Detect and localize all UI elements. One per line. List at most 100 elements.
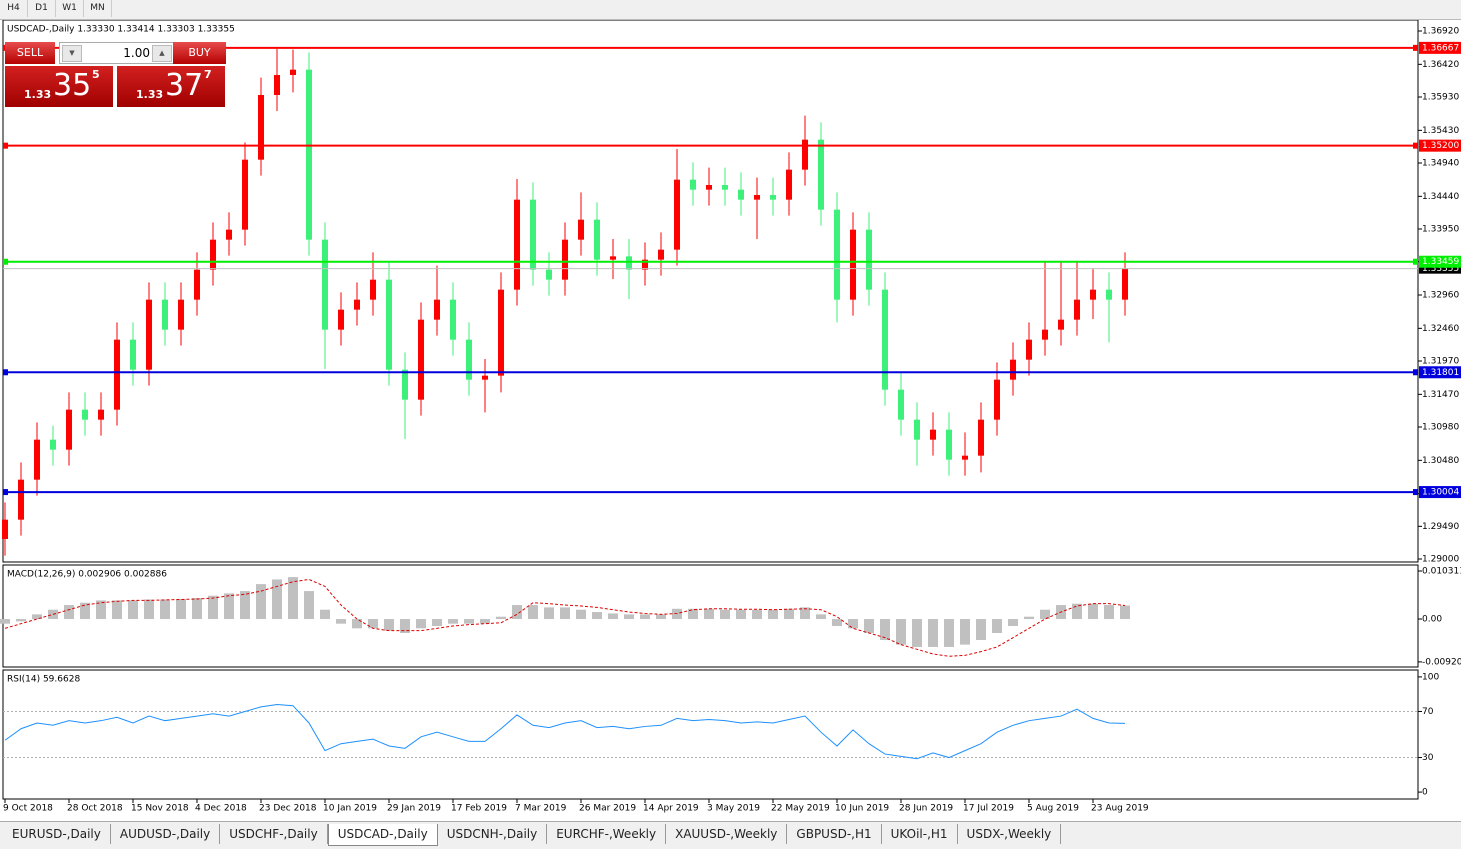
candle-body [34,439,40,480]
timeframe-button[interactable]: MN [84,0,112,17]
x-tick-label: 7 Mar 2019 [515,804,567,814]
y-tick-label: 1.29000 [1422,555,1459,565]
candle-body [82,409,88,420]
candle-body [130,339,136,370]
lot-up[interactable]: ▲ [152,45,172,62]
macd-bar [720,609,730,620]
x-tick-label: 17 Jul 2019 [963,804,1014,814]
macd-bar [832,619,842,627]
symbol-tab[interactable]: XAUUSD-,Weekly [666,824,788,844]
candle-body [690,179,696,190]
symbol-tab[interactable]: UKOil-,H1 [882,824,958,844]
candle-body [850,229,856,300]
candle-body [1090,289,1096,300]
candle-body [402,369,408,400]
level-label: 1.30004 [1422,488,1459,498]
candle-body [210,239,216,270]
candle-body [434,299,440,320]
sell-button[interactable]: SELL [5,42,55,64]
candle-body [754,195,760,200]
lot-down[interactable]: ▼ [62,45,82,62]
timeframe-toolbar: H4 D1 W1 MN [0,0,1461,20]
macd-bar [912,619,922,647]
background [0,20,1461,821]
macd-bar [752,609,762,620]
candle-body [178,299,184,330]
macd-bar [432,619,442,627]
macd-bar [624,614,634,620]
candle-body [962,455,968,460]
y-tick-label: 0.00 [1422,615,1442,625]
x-tick-label: 23 Dec 2018 [259,804,317,814]
symbol-tab[interactable]: USDCNH-,Daily [438,824,548,844]
macd-bar [96,600,106,620]
macd-bar [448,619,458,624]
symbol-tab[interactable]: EURUSD-,Daily [3,824,111,844]
macd-bar [992,619,1002,633]
y-tick-label: 1.30480 [1422,456,1459,466]
candle-body [866,229,872,290]
level-label-box [1419,41,1461,54]
macd-bar [128,600,138,620]
macd-bar [208,595,218,620]
y-tick-label: 1.35430 [1422,126,1459,136]
candle-body [450,299,456,340]
price-prefix: 1.33 [24,88,52,101]
macd-bar [1104,605,1114,620]
candle-body [466,339,472,380]
timeframe-button[interactable]: H4 [0,0,28,17]
y-tick-label: 1.29490 [1422,522,1459,532]
level-handle [1413,44,1418,51]
bid-label: 1.33355 [1422,264,1459,274]
macd-bar [1072,603,1082,620]
macd-bar [1088,603,1098,620]
candle-body [386,279,392,370]
candle-body [1026,339,1032,360]
macd-bar [816,614,826,620]
macd-bar [16,619,26,622]
level-label-box [1419,366,1461,379]
chart-area: USDCAD-,Daily 1.33330 1.33414 1.33303 1.… [0,20,1461,821]
macd-bar [576,609,586,620]
panel-frame [2,20,1419,563]
symbol-tab[interactable]: GBPUSD-,H1 [787,824,882,844]
panel-title: USDCAD-,Daily 1.33330 1.33414 1.33303 1.… [7,25,235,35]
buy-button[interactable]: BUY [173,42,226,64]
macd-bar [0,619,10,624]
symbol-tab[interactable]: USDX-,Weekly [958,824,1062,844]
sell-price[interactable]: 1.33 35 5 [5,66,113,107]
candle-body [50,439,56,450]
candle-body [642,259,648,270]
level-handle [3,258,8,265]
x-tick-label: 10 Jun 2019 [835,804,889,814]
macd-bar [608,613,618,620]
symbol-tab[interactable]: USDCAD-,Daily [327,824,438,846]
macd-bar [304,591,314,620]
timeframe-button[interactable]: W1 [56,0,84,17]
y-tick-label: 1.33950 [1422,225,1459,235]
level-handle [3,489,8,496]
symbol-tab[interactable]: EURCHF-,Weekly [547,824,667,844]
macd-bar [464,619,474,624]
level-handle [1413,142,1418,149]
y-tick-label: 1.35930 [1422,93,1459,103]
candle-body [98,409,104,420]
candle-body [1058,319,1064,330]
timeframe-button[interactable]: D1 [28,0,56,17]
level-label-box [1419,486,1461,499]
lot-input[interactable]: ▼ 1.00 ▲ [59,42,175,64]
macd-bar [80,602,90,620]
candle-body [66,409,72,450]
buy-price[interactable]: 1.33 37 7 [117,66,225,107]
candle-body [674,179,680,250]
lot-value: 1.00 [123,46,150,60]
x-tick-label: 9 Oct 2018 [3,804,53,814]
price-fraction: 5 [92,68,100,81]
symbol-tab[interactable]: AUDUSD-,Daily [111,824,221,844]
level-handle [1413,258,1418,265]
candle-body [930,429,936,440]
bid-label-box [1419,263,1461,274]
macd-bar [896,619,906,645]
symbol-tab[interactable]: USDCHF-,Daily [220,824,328,844]
